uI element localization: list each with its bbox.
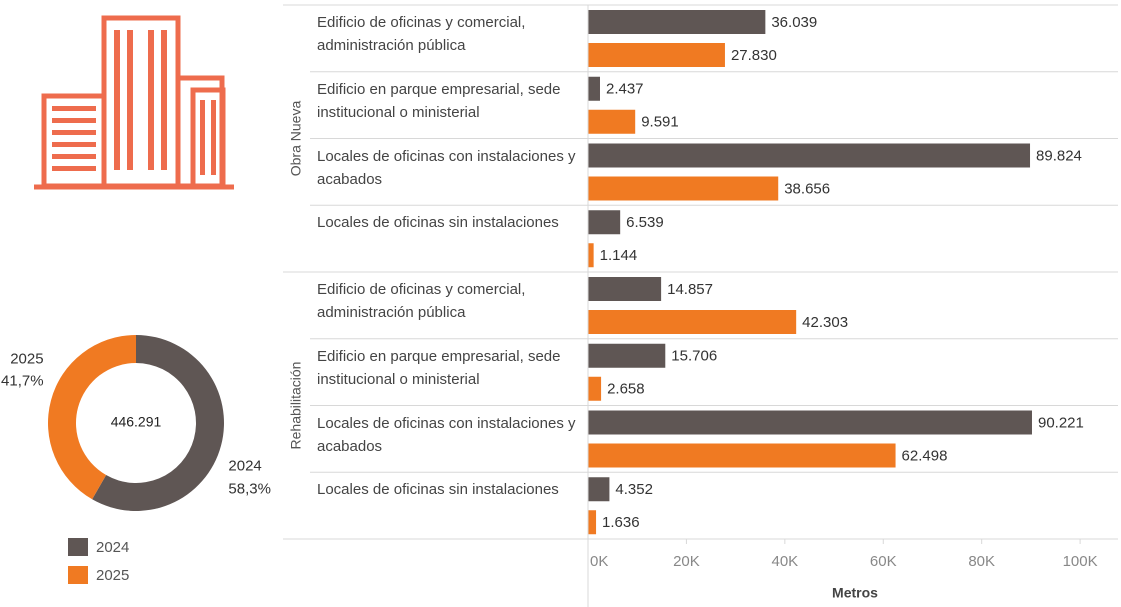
bar xyxy=(588,43,725,67)
value-label: 36.039 xyxy=(771,14,817,31)
bar xyxy=(588,176,779,201)
bar xyxy=(588,510,597,535)
bar xyxy=(588,410,1032,435)
bar xyxy=(588,243,594,268)
building-icon xyxy=(34,15,234,190)
legend-swatch xyxy=(68,538,88,556)
group-label: Obra Nueva xyxy=(288,101,304,177)
slice-category: 2025 xyxy=(10,351,43,368)
donut-slice xyxy=(92,335,224,511)
x-tick-label: 20K xyxy=(673,553,700,570)
category-label: Locales de oficinas con instalaciones y … xyxy=(317,147,576,188)
value-label: 2.437 xyxy=(606,81,644,98)
x-tick-label: 60K xyxy=(870,553,897,570)
value-label: 2.658 xyxy=(607,381,645,398)
slice-category: 2024 xyxy=(228,457,261,474)
value-label: 1.636 xyxy=(602,514,640,531)
value-label: 1.144 xyxy=(600,247,638,264)
legend-swatch xyxy=(68,566,88,584)
bar xyxy=(588,10,766,34)
category-label: Edificio de oficinas y comercial, admini… xyxy=(317,14,526,54)
value-label: 6.539 xyxy=(626,214,664,231)
donut-slice xyxy=(47,335,136,500)
bar xyxy=(588,443,896,468)
x-tick-label: 40K xyxy=(771,553,798,570)
bar xyxy=(588,76,600,101)
x-tick-label: 100K xyxy=(1063,553,1098,570)
category-label: Locales de oficinas con instalaciones y … xyxy=(317,414,576,455)
value-label: 89.824 xyxy=(1036,147,1082,164)
value-label: 42.303 xyxy=(802,314,848,331)
building-windows xyxy=(52,30,216,175)
bar xyxy=(588,477,610,502)
category-label: Edificio en parque empresarial, sede ins… xyxy=(317,347,561,388)
bar xyxy=(588,277,662,301)
category-label: Edificio de oficinas y comercial, admini… xyxy=(317,281,526,321)
x-tick-label: 80K xyxy=(968,553,995,570)
bar xyxy=(588,376,602,401)
slice-label: 58,3% xyxy=(228,480,271,497)
legend-label: 2025 xyxy=(96,567,129,584)
category-label: Edificio en parque empresarial, sede ins… xyxy=(317,80,561,121)
bar xyxy=(588,310,797,334)
x-axis-title: Metros xyxy=(832,585,878,601)
group-label: Rehabilitación xyxy=(288,362,304,450)
bar xyxy=(588,109,636,134)
legend-label: 2024 xyxy=(96,539,129,556)
bar xyxy=(588,143,1031,168)
category-label: Locales de oficinas sin instalaciones xyxy=(317,214,559,232)
value-label: 4.352 xyxy=(615,481,653,498)
value-label: 27.830 xyxy=(731,47,777,64)
slice-label: 41,7% xyxy=(1,373,44,390)
donut-center-label: 446.291 xyxy=(111,414,162,430)
category-label: Locales de oficinas sin instalaciones xyxy=(317,481,559,499)
value-label: 62.498 xyxy=(902,447,948,464)
value-label: 38.656 xyxy=(784,180,830,197)
value-label: 15.706 xyxy=(671,348,717,365)
value-label: 9.591 xyxy=(641,114,679,131)
x-tick-label: 0K xyxy=(590,553,608,570)
value-label: 90.221 xyxy=(1038,414,1084,431)
value-label: 14.857 xyxy=(667,281,713,298)
bar xyxy=(588,343,666,368)
bar xyxy=(588,210,621,235)
